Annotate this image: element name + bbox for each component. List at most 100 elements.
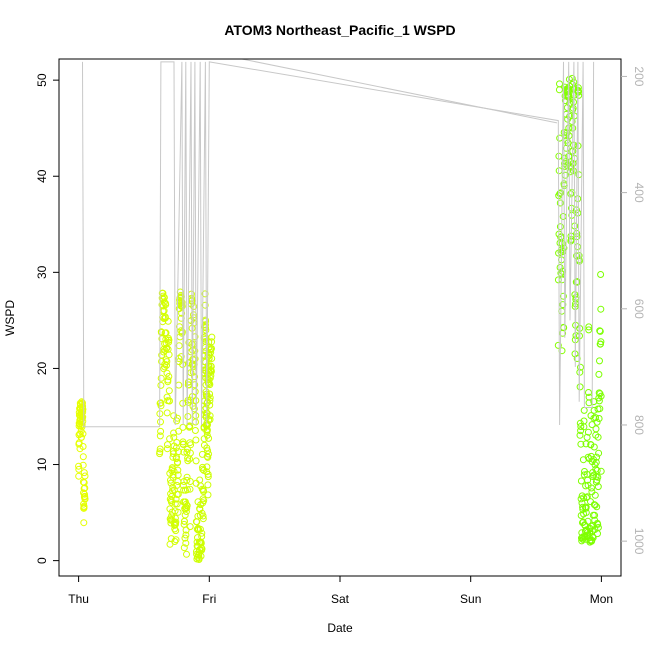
data-point	[175, 342, 183, 350]
data-point	[559, 213, 567, 220]
data-point	[175, 381, 183, 389]
data-point	[592, 425, 600, 433]
data-point	[181, 511, 189, 519]
data-point	[156, 448, 164, 456]
data-point	[592, 458, 600, 466]
data-point	[79, 408, 87, 416]
data-point	[591, 491, 599, 499]
data-point	[172, 444, 180, 452]
data-point	[204, 491, 212, 499]
data-point	[199, 512, 207, 520]
x-tick-label: Sun	[460, 592, 481, 606]
data-point	[184, 413, 192, 420]
data-point	[196, 525, 204, 533]
data-point	[156, 445, 164, 453]
data-point	[204, 447, 212, 455]
y-tick-label: 30	[35, 265, 49, 279]
data-point	[181, 534, 189, 542]
data-point	[174, 414, 181, 422]
y2-tick-label: 400	[632, 183, 646, 203]
data-point	[179, 438, 187, 446]
x-axis: Thu Fri Sat Sun Mon	[68, 576, 613, 606]
data-point	[597, 305, 605, 313]
data-point	[591, 501, 599, 509]
data-point	[595, 397, 603, 405]
data-point	[208, 333, 216, 341]
data-point	[164, 345, 172, 353]
data-point	[207, 372, 215, 380]
data-point	[180, 544, 188, 552]
y-tick-label: 0	[35, 557, 49, 564]
data-point	[185, 378, 193, 386]
data-point	[580, 406, 588, 414]
data-point	[190, 303, 198, 310]
data-point	[556, 134, 564, 142]
data-point	[192, 418, 199, 426]
data-point	[163, 369, 171, 377]
plot-frame	[58, 58, 622, 577]
data-point	[162, 301, 170, 309]
data-point	[164, 376, 172, 384]
y-axis-label: WSPD	[3, 300, 17, 336]
data-point	[170, 433, 178, 441]
data-point	[594, 433, 602, 441]
data-point	[556, 80, 563, 88]
y-tick-label: 50	[35, 73, 49, 87]
data-point	[183, 486, 191, 494]
data-point	[585, 323, 593, 331]
data-point	[177, 353, 185, 361]
data-point	[569, 167, 577, 175]
data-point	[595, 370, 603, 378]
data-point	[582, 440, 590, 448]
data-point	[175, 448, 182, 456]
data-point	[174, 466, 182, 474]
data-point	[164, 441, 171, 449]
data-point	[208, 355, 216, 362]
data-point	[597, 392, 605, 400]
data-point	[186, 485, 194, 493]
data-point	[77, 433, 85, 441]
data-point	[79, 430, 87, 438]
data-point	[79, 405, 87, 413]
data-point	[78, 421, 86, 429]
data-point	[165, 336, 173, 344]
data-point	[184, 396, 192, 404]
data-point	[593, 476, 601, 484]
data-point	[557, 189, 565, 197]
data-point	[577, 423, 585, 430]
data-point	[204, 481, 212, 489]
data-point	[559, 301, 567, 309]
data-point	[583, 494, 590, 502]
data-point	[570, 141, 578, 149]
data-point	[80, 469, 88, 477]
data-point	[203, 431, 211, 439]
data-point	[556, 190, 564, 198]
data-point	[574, 243, 581, 251]
data-point	[596, 357, 603, 365]
data-point	[191, 427, 199, 434]
data-point	[179, 441, 187, 448]
data-point	[157, 374, 165, 382]
data-point	[81, 495, 89, 503]
data-point	[595, 449, 603, 457]
data-point	[207, 363, 215, 370]
data-point	[81, 492, 89, 500]
data-point	[173, 481, 181, 489]
data-point	[174, 508, 182, 516]
y-axis: 0 10 20 30 40 50	[35, 73, 59, 564]
x-axis-label: Date	[327, 621, 353, 635]
data-point	[157, 418, 164, 426]
data-point	[582, 503, 590, 511]
x-tick-label: Mon	[590, 592, 613, 606]
data-point	[81, 472, 89, 480]
y2-tick-label: 600	[632, 299, 646, 319]
data-points	[75, 74, 605, 563]
data-point	[182, 500, 190, 508]
data-point	[573, 355, 581, 362]
data-point	[167, 519, 175, 527]
data-point	[75, 465, 83, 473]
data-point	[184, 457, 192, 465]
data-point	[198, 545, 206, 553]
data-point	[205, 434, 213, 442]
data-point	[575, 91, 583, 99]
